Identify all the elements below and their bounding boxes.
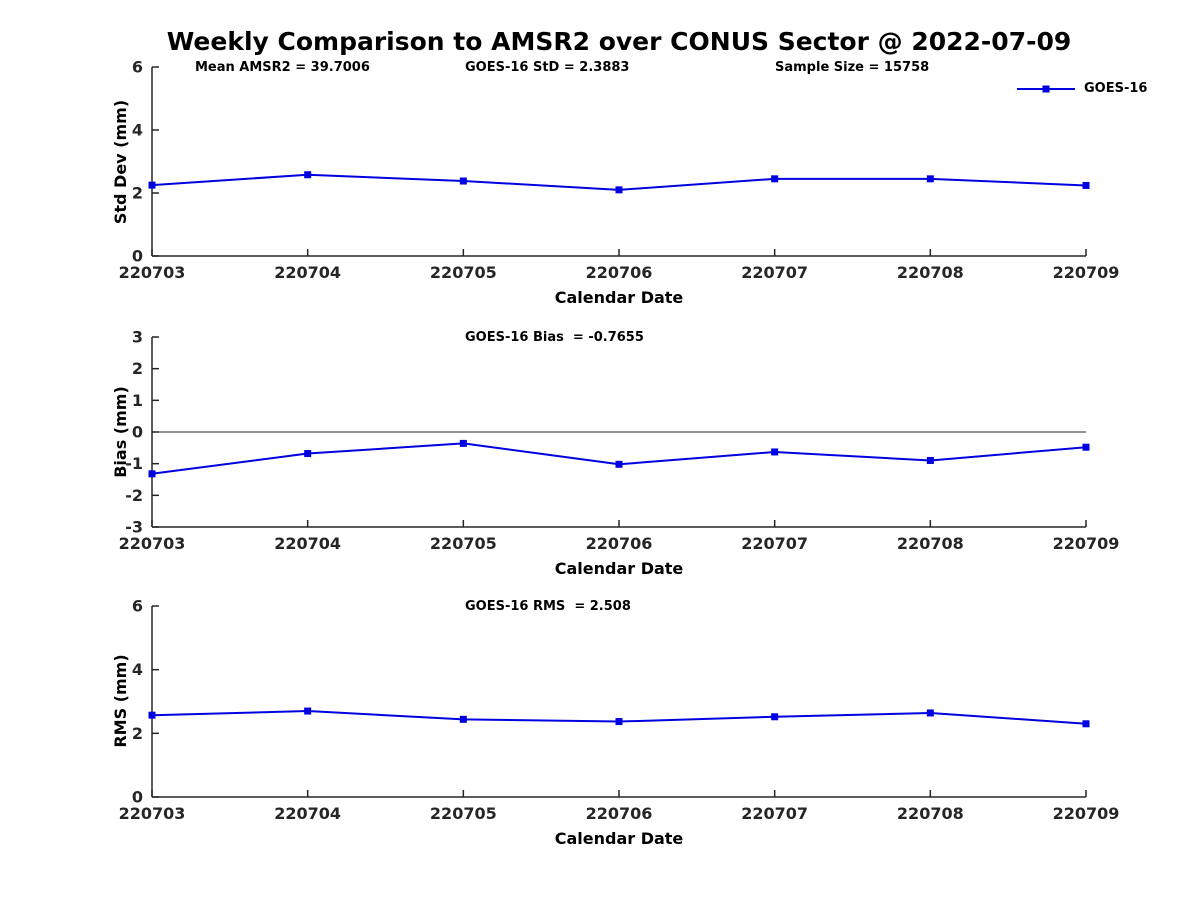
bias-xtick: 220708 [897, 534, 964, 553]
std-dev-ytick: 6 [132, 58, 143, 77]
std-dev-xtick: 220704 [274, 263, 341, 282]
stddev-y-axis-label: Std Dev (mm) [111, 99, 130, 225]
rms-marker [148, 711, 156, 719]
rms-marker [771, 713, 779, 721]
bias-ytick: -2 [125, 486, 143, 505]
annotation-mean-amsr2: Mean AMSR2 = 39.7006 [195, 60, 370, 75]
std-dev-marker [304, 171, 312, 179]
std-dev-xtick: 220705 [430, 263, 497, 282]
rms-xtick: 220705 [430, 804, 497, 823]
legend-line-marker-icon [1017, 85, 1075, 92]
std-dev-xtick: 220707 [741, 263, 808, 282]
std-dev-marker [771, 175, 779, 183]
std-dev-marker [459, 177, 467, 185]
std-dev-plot: 0 2 4 6 220703 220704 220705 220706 220707 220708… [119, 58, 1120, 283]
rms-xtick: 220704 [274, 804, 341, 823]
std-dev-marker [615, 186, 623, 194]
bias-xtick: 220707 [741, 534, 808, 553]
rms-xtick: 220708 [897, 804, 964, 823]
rms-xtick: 220703 [119, 804, 186, 823]
bias-xtick: 220703 [119, 534, 186, 553]
bias-xtick: 220709 [1053, 534, 1120, 553]
annotation-sample-size: Sample Size = 15758 [775, 60, 930, 75]
bias-series-line [151, 442, 1087, 475]
rms-marker [459, 715, 467, 723]
rms-marker [1082, 720, 1090, 728]
bias-marker [615, 460, 623, 468]
legend: GOES-16 [1015, 81, 1147, 96]
rms-y-axis-label: RMS (mm) [111, 654, 130, 748]
std-dev-ytick: 0 [132, 247, 143, 266]
rms-plot: 0 2 4 6 220703 220704 220705 220706 220707 220708… [119, 597, 1120, 824]
std-dev-marker [1082, 181, 1090, 189]
rms-marker [926, 709, 934, 717]
bias-ytick: 0 [132, 423, 143, 442]
bias-x-axis-label: Calendar Date [554, 559, 684, 578]
bias-y-axis-label: Bias (mm) [111, 386, 130, 478]
bias-marker [926, 457, 934, 464]
rms-xtick: 220707 [741, 804, 808, 823]
rms-x-axis-label: Calendar Date [554, 829, 684, 848]
rms-ytick: 4 [132, 660, 143, 679]
annotation-goes16-bias: GOES-16 Bias = -0.7655 [465, 330, 644, 345]
legend-label: GOES-16 [1084, 81, 1148, 96]
rms-marker [304, 707, 312, 715]
rms-ytick: 0 [132, 788, 143, 807]
bias-ytick: 1 [132, 391, 143, 410]
bias-marker [148, 470, 156, 478]
rms-ytick: 2 [132, 724, 143, 743]
std-dev-xtick: 220703 [119, 263, 186, 282]
std-dev-ytick: 2 [132, 184, 143, 203]
bias-xtick: 220704 [274, 534, 341, 553]
bias-marker [459, 439, 467, 447]
std-dev-xtick: 220708 [897, 263, 964, 282]
bias-xtick: 220706 [586, 534, 653, 553]
std-dev-xtick: 220709 [1053, 263, 1120, 282]
annotation-goes16-std: GOES-16 StD = 2.3883 [465, 60, 630, 75]
rms-xtick: 220709 [1053, 804, 1120, 823]
rms-ytick: 6 [132, 597, 143, 616]
std-dev-marker [148, 181, 156, 189]
annotation-goes16-rms: GOES-16 RMS = 2.508 [465, 599, 631, 614]
rms-xtick: 220706 [586, 804, 653, 823]
bias-xtick: 220705 [430, 534, 497, 553]
bias-marker [1082, 443, 1090, 451]
std-dev-xtick: 220706 [586, 263, 653, 282]
bias-ytick: -1 [125, 454, 143, 473]
bias-ytick: -3 [125, 518, 143, 537]
std-dev-ytick: 4 [132, 121, 143, 140]
figure-title: Weekly Comparison to AMSR2 over CONUS Se… [166, 27, 1072, 56]
rms-marker [615, 718, 623, 726]
bias-ytick: 2 [132, 359, 143, 378]
stddev-x-axis-label: Calendar Date [554, 288, 684, 307]
bias-marker [304, 450, 312, 458]
std-dev-marker [926, 175, 934, 183]
bias-marker [771, 448, 779, 456]
bias-ytick: 3 [132, 328, 143, 347]
